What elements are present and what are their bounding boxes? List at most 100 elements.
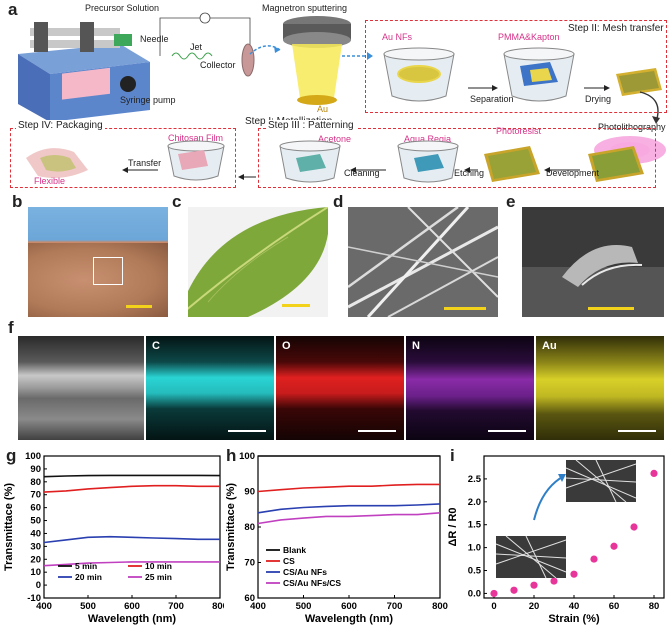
y-tick-label: 80 xyxy=(30,477,41,488)
syringe-pump-illustration xyxy=(18,22,150,122)
legend-entry: 25 min xyxy=(145,572,172,582)
x-tick-label: 500 xyxy=(80,601,96,612)
chitosan-label: Chitosan Film xyxy=(168,133,224,143)
scale-bar xyxy=(444,307,486,310)
fiber-line xyxy=(525,535,547,579)
x-tick-label: 600 xyxy=(341,601,357,612)
scale-bar xyxy=(588,307,634,310)
data-point xyxy=(570,570,578,578)
cleaning-label: Cleaning xyxy=(344,168,380,178)
y-tick-label: 20 xyxy=(30,554,41,565)
eds-label-au: Au xyxy=(542,340,557,352)
sem-crosssection-photo xyxy=(522,207,664,317)
y-tick-label: 100 xyxy=(239,451,255,462)
panel-label-h: h xyxy=(226,446,237,465)
leaf-photo xyxy=(188,207,328,317)
x-tick-label: 800 xyxy=(212,601,224,612)
y-tick-label: 60 xyxy=(30,503,41,514)
y-tick-label: 0 xyxy=(36,580,41,591)
curved-arrow-icon xyxy=(533,475,565,521)
sem-inset-stretched xyxy=(565,459,637,503)
legend-entry: CS/Au NFs xyxy=(283,567,327,577)
step4-label: Step IV: Packaging xyxy=(16,120,105,131)
au-label: Au xyxy=(317,104,329,114)
y-tick-label: 70 xyxy=(30,490,41,501)
panel-label-b: b xyxy=(12,192,23,211)
fiber-line xyxy=(575,459,627,503)
x-tick-label: 0 xyxy=(491,601,496,612)
eds-map-au: Au xyxy=(536,336,664,440)
y-tick-label: 80 xyxy=(244,522,255,533)
y-tick-label: 0.5 xyxy=(468,566,482,577)
eds-map-o: O xyxy=(276,336,404,440)
step4-box xyxy=(10,128,236,188)
x-axis-label: Wavelength (nm) xyxy=(88,613,177,625)
jet-wire-illustration xyxy=(159,12,255,77)
fiber-line xyxy=(505,535,557,579)
step4-illustration xyxy=(26,140,225,181)
y-axis-label: Transmittace (%) xyxy=(225,483,237,571)
scale-bar xyxy=(488,430,526,432)
y-tick-label: 2.5 xyxy=(468,474,482,485)
x-tick-label: 400 xyxy=(250,601,266,612)
step2-box xyxy=(365,20,667,113)
x-tick-label: 80 xyxy=(649,601,660,612)
scale-bar xyxy=(618,430,656,432)
curved-arrow-icon xyxy=(639,91,660,124)
jet-label: Jet xyxy=(190,42,203,52)
panel-label-e: e xyxy=(506,192,516,211)
x-tick-label: 700 xyxy=(168,601,184,612)
precursor-label: Precursor Solution xyxy=(85,3,160,13)
y-tick-label: 2.0 xyxy=(468,497,481,508)
crosssection-illustration xyxy=(522,245,664,317)
legend-entry: CS xyxy=(283,556,295,566)
arrow-to-step2-icon xyxy=(342,52,373,60)
scale-bar xyxy=(126,305,152,308)
y-tick-label: 10 xyxy=(30,567,41,578)
eds-label-c: C xyxy=(152,340,160,352)
collector-label: Collector xyxy=(200,60,236,70)
fiber-line xyxy=(565,477,637,483)
panel-label-d: d xyxy=(333,192,344,211)
fiber-line xyxy=(595,459,617,503)
data-point xyxy=(610,542,618,550)
fiber-line xyxy=(565,463,637,489)
legend-entry: Blank xyxy=(283,545,306,555)
y-axis-label: Transmittace (%) xyxy=(3,483,15,571)
panel-label-g: g xyxy=(6,446,17,465)
series-line xyxy=(257,483,440,493)
eds-map-c: C xyxy=(146,336,274,440)
y-tick-label: 90 xyxy=(244,487,255,498)
drying-label: Drying xyxy=(585,94,612,104)
acetone-label: Acetone xyxy=(318,134,352,144)
arrowhead-icon xyxy=(558,474,566,482)
arrow-to-sputter-icon xyxy=(249,45,281,55)
needle-label: Needle xyxy=(140,34,169,44)
scale-bar xyxy=(228,430,266,432)
series-line xyxy=(257,503,441,514)
data-point xyxy=(630,523,638,531)
x-tick-label: 500 xyxy=(296,601,312,612)
x-tick-label: 40 xyxy=(569,601,580,612)
x-tick-label: 700 xyxy=(387,601,403,612)
legend-entry: 5 min xyxy=(75,561,97,571)
x-tick-label: 400 xyxy=(36,601,52,612)
series-line xyxy=(43,535,220,544)
x-tick-label: 20 xyxy=(529,601,540,612)
step2-label: Step II: Mesh transfer xyxy=(568,23,664,34)
scale-bar xyxy=(358,430,396,432)
y-tick-label: -10 xyxy=(27,593,41,604)
etching-label: Etching xyxy=(454,168,485,178)
fiber-line xyxy=(495,539,567,565)
transfer-label: Transfer xyxy=(128,158,162,168)
wrist-photo xyxy=(28,207,168,317)
series-line xyxy=(43,484,220,493)
legend-entry: 10 min xyxy=(145,561,172,571)
photoresist-label: Photoresist xyxy=(496,126,542,136)
x-tick-label: 600 xyxy=(124,601,140,612)
magnetron-label: Magnetron sputtering xyxy=(262,3,348,13)
fiber-line xyxy=(495,543,567,573)
scale-bar xyxy=(282,304,310,307)
